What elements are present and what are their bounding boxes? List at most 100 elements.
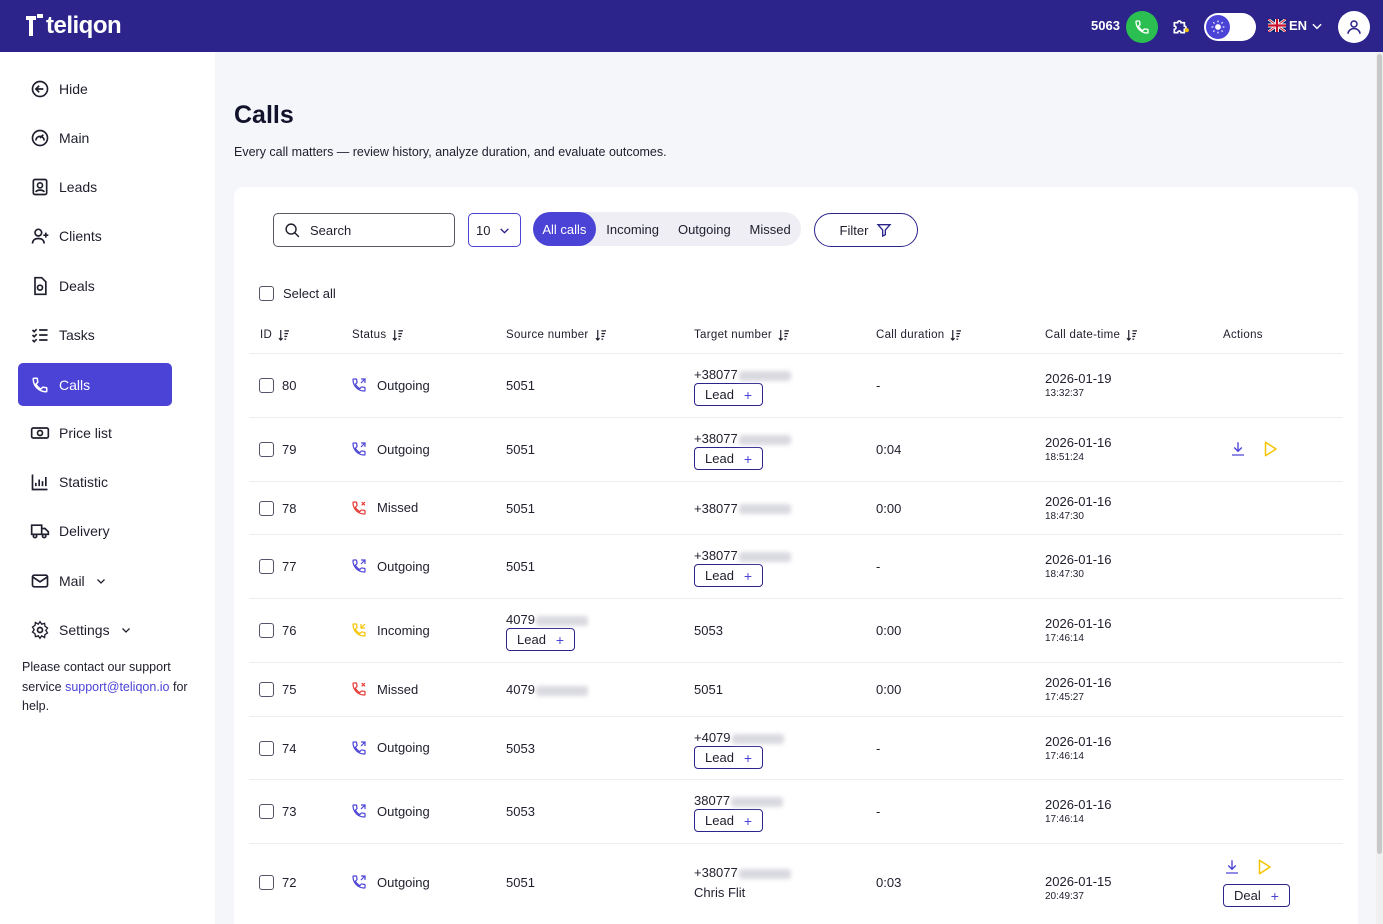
- table-row[interactable]: 73 Outgoing 5053 38077 Lead + - 2026-01-16 17:46…: [249, 779, 1343, 843]
- sidebar-item-settings[interactable]: Settings: [18, 608, 172, 651]
- lead-tag-button[interactable]: Lead +: [694, 564, 764, 587]
- table-row[interactable]: 79 Outgoing 5051 +38077 Lead + 0:04 2026-01-16 1…: [249, 417, 1343, 481]
- column-header-source-number[interactable]: Source number: [506, 329, 606, 341]
- row-checkbox[interactable]: [259, 804, 274, 819]
- masked-digits: [731, 733, 784, 744]
- tab-incoming[interactable]: Incoming: [606, 221, 659, 237]
- play-icon[interactable]: [1255, 858, 1273, 876]
- call-time: 18:47:30: [1045, 569, 1084, 580]
- sidebar-item-leads[interactable]: Leads: [18, 165, 172, 208]
- money-icon: [30, 423, 50, 443]
- column-header-id[interactable]: ID: [260, 329, 290, 341]
- play-icon[interactable]: [1261, 440, 1279, 458]
- user-avatar[interactable]: [1338, 11, 1370, 43]
- masked-digits: [738, 551, 791, 562]
- brand-logo[interactable]: teliqon: [24, 12, 122, 40]
- column-header-status[interactable]: Status: [352, 329, 404, 341]
- lead-tag-button[interactable]: Lead +: [694, 383, 764, 406]
- filter-label: Filter: [839, 222, 869, 238]
- sidebar-item-deals[interactable]: Deals: [18, 264, 172, 307]
- column-header-target-number[interactable]: Target number: [694, 329, 790, 341]
- integrations-button[interactable]: [1171, 16, 1191, 41]
- language-selector[interactable]: EN: [1268, 18, 1324, 33]
- lead-tag-button[interactable]: Lead +: [506, 628, 576, 651]
- table-row[interactable]: 78 Missed 5051 +38077 0:00 2026-01-16 18:47:30: [249, 481, 1343, 534]
- call-id: 79: [282, 442, 297, 457]
- column-header-call-duration[interactable]: Call duration: [876, 329, 962, 341]
- sidebar-item-hide[interactable]: Hide: [18, 67, 172, 110]
- outgoing-call-icon: [352, 875, 366, 889]
- page-scrollbar[interactable]: [1376, 52, 1383, 924]
- sidebar-item-main[interactable]: Main: [18, 116, 172, 159]
- search-icon: [285, 222, 300, 237]
- table-row[interactable]: 80 Outgoing 5051 +38077 Lead + - 2026-01-19 13:3…: [249, 353, 1343, 417]
- sidebar-item-label: Tasks: [59, 326, 95, 343]
- call-status: Outgoing: [351, 874, 430, 890]
- sidebar-item-clients[interactable]: Clients: [18, 214, 172, 257]
- row-checkbox[interactable]: [259, 875, 274, 890]
- sidebar-item-statistic[interactable]: Statistic: [18, 460, 172, 503]
- call-duration: 0:03: [876, 875, 902, 890]
- phone-number: +38077: [694, 431, 791, 446]
- row-checkbox[interactable]: [259, 442, 274, 457]
- phone-number: +38077: [694, 865, 791, 880]
- theme-toggle[interactable]: [1204, 13, 1256, 41]
- sort-icon: [778, 329, 790, 341]
- sidebar-item-label: Calls: [59, 376, 91, 393]
- call-date: 2026-01-19: [1045, 371, 1112, 386]
- call-datetime: 2026-01-16 17:45:27: [1045, 675, 1112, 703]
- support-email-link[interactable]: support@teliqon.io: [65, 679, 170, 694]
- phone-number: 5051: [506, 500, 535, 516]
- table-row[interactable]: 76 Incoming 4079 Lead + 5053 0:00 2026-01-16 17:…: [249, 598, 1343, 662]
- table-row[interactable]: 72 Outgoing 5051 +38077 Chris Flit 0:03 2026-0…: [249, 843, 1343, 921]
- per-page-select[interactable]: 10: [468, 213, 521, 247]
- row-checkbox[interactable]: [259, 500, 274, 516]
- sidebar-item-price-list[interactable]: Price list: [18, 411, 172, 454]
- sidebar-item-tasks[interactable]: Tasks: [18, 313, 172, 356]
- call-id: 73: [282, 804, 297, 819]
- filter-button[interactable]: Filter: [814, 213, 918, 247]
- call-id: 80: [282, 378, 297, 393]
- arrow-left-circle-icon: [30, 79, 50, 99]
- lead-tag-button[interactable]: Lead +: [694, 447, 764, 470]
- call-datetime: 2026-01-16 18:47:30: [1045, 552, 1112, 580]
- user-plus-icon: [30, 226, 50, 246]
- row-checkbox[interactable]: [259, 623, 274, 638]
- download-icon[interactable]: [1223, 858, 1241, 876]
- phone-number: +38077: [694, 367, 791, 382]
- sidebar-item-calls[interactable]: Calls: [18, 363, 172, 406]
- row-checkbox[interactable]: [259, 559, 274, 574]
- select-all-checkbox[interactable]: [259, 286, 274, 301]
- call-datetime: 2026-01-16 18:51:24: [1045, 435, 1112, 463]
- tab-all-calls[interactable]: All calls: [533, 212, 596, 246]
- search-input[interactable]: Search: [273, 213, 455, 247]
- column-header-call-date-time[interactable]: Call date-time: [1045, 329, 1138, 341]
- call-time: 13:32:37: [1045, 388, 1084, 399]
- select-all[interactable]: Select all: [259, 286, 336, 301]
- call-date: 2026-01-16: [1045, 493, 1112, 509]
- table-row[interactable]: 77 Outgoing 5051 +38077 Lead + - 2026-01-16 18:4…: [249, 534, 1343, 598]
- tab-missed[interactable]: Missed: [749, 221, 791, 237]
- plus-icon: +: [743, 450, 753, 467]
- puzzle-icon: [1173, 20, 1189, 34]
- sidebar-item-label: Mail: [59, 572, 85, 589]
- sidebar-item-delivery[interactable]: Delivery: [18, 509, 172, 552]
- table-row[interactable]: 74 Outgoing 5053 +4079 Lead + - 2026-01-16 17:46…: [249, 716, 1343, 779]
- table-row[interactable]: 75 Missed 4079 5051 0:00 2026-01-16 17:45:27: [249, 662, 1343, 716]
- deal-tag-button[interactable]: Deal +: [1223, 884, 1290, 907]
- top-bar: teliqon 5063 EN: [0, 0, 1383, 52]
- download-icon[interactable]: [1229, 440, 1247, 458]
- tab-outgoing[interactable]: Outgoing: [677, 221, 731, 237]
- row-checkbox[interactable]: [259, 682, 274, 697]
- softphone-button[interactable]: [1126, 11, 1158, 43]
- phone-number: 5051: [506, 559, 535, 574]
- row-checkbox[interactable]: [259, 740, 274, 756]
- sidebar-item-mail[interactable]: Mail: [18, 559, 172, 602]
- lead-tag-button[interactable]: Lead +: [694, 746, 764, 769]
- phone-number: +4079: [694, 730, 784, 745]
- lead-tag-button[interactable]: Lead +: [694, 809, 764, 832]
- call-type-tabs: All calls Incoming Outgoing Missed: [533, 212, 801, 246]
- scrollbar-thumb[interactable]: [1377, 54, 1382, 854]
- row-checkbox[interactable]: [259, 378, 274, 393]
- call-time: 17:46:14: [1045, 814, 1084, 825]
